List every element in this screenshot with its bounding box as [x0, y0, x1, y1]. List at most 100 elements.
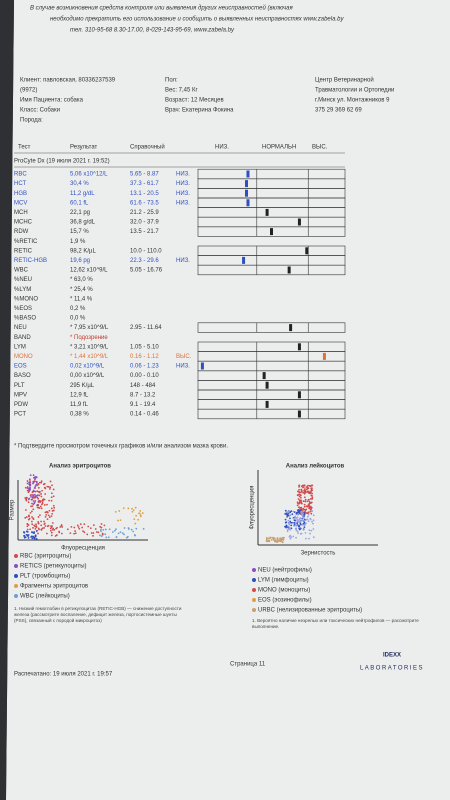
- scatter-dot: [32, 500, 35, 502]
- clinic-info: г.Минск ул. Монтажников 9: [315, 98, 390, 104]
- scatter-dot: [298, 495, 301, 498]
- scatter-dot: [307, 511, 310, 514]
- scatter-dot: [300, 491, 302, 494]
- scatter-dot: [299, 522, 302, 525]
- scatter-dot: [32, 490, 35, 493]
- reference-range: 5.05 - 16.76: [130, 268, 163, 274]
- scatter-dot: [23, 535, 26, 537]
- scatter-dot: [273, 537, 276, 540]
- range-marker: [200, 362, 204, 370]
- logo: IDEXX: [383, 653, 401, 659]
- range-marker: [297, 218, 301, 226]
- test-result: 19,6 pg: [70, 258, 90, 264]
- scatter-dot: [130, 528, 133, 531]
- scatter-dot: [26, 480, 29, 482]
- scatter-dot: [25, 498, 27, 501]
- scatter-dot: [23, 531, 26, 534]
- scatter-dot: [300, 512, 303, 515]
- scatter-dot: [29, 494, 32, 497]
- scatter-dot: [298, 502, 301, 504]
- scatter-dot: [268, 540, 271, 543]
- scatter-dot: [37, 497, 40, 500]
- scatter-dot: [307, 484, 309, 487]
- scatter-dot: [27, 518, 30, 521]
- test-result: 0,38 %: [70, 412, 89, 418]
- legend-label: PLT (тромбоциты): [20, 574, 70, 580]
- test-result: 11,9 fL: [70, 402, 89, 408]
- scatter-dot: [29, 528, 32, 531]
- scatter-dot: [52, 488, 55, 491]
- scatter-dot: [30, 495, 32, 498]
- scatter-dot: [83, 523, 86, 526]
- scatter-dot: [308, 537, 310, 540]
- test-name: RETIC: [14, 248, 33, 254]
- scatter-dot: [74, 530, 77, 532]
- scatter-dot: [122, 507, 125, 510]
- scatter-dot: [95, 531, 98, 533]
- scatter-dot: [288, 523, 291, 526]
- legend-label: URBC (нелизированные эритроциты): [258, 608, 362, 614]
- scatter-dot: [307, 498, 310, 501]
- scatter-dot: [48, 516, 51, 519]
- scatter-dot: [302, 516, 305, 519]
- test-name: HCT: [14, 181, 27, 187]
- scatter-dot: [305, 505, 308, 508]
- scatter-dot: [76, 524, 79, 527]
- scatter-dot: [50, 534, 53, 537]
- range-marker: [242, 256, 246, 264]
- scatter-dot: [297, 532, 299, 534]
- reference-range: 0.06 - 1.23: [130, 364, 159, 370]
- scatter-dot: [50, 499, 53, 502]
- scatter-dot: [52, 504, 55, 507]
- scatter-dot: [50, 507, 53, 510]
- scatter-dot: [292, 524, 295, 527]
- scatter-dot: [29, 474, 32, 476]
- scatter-dot: [142, 527, 145, 530]
- scatter-dot: [117, 519, 119, 522]
- legend-label: MONO (моноциты): [258, 588, 310, 594]
- scatter-dot: [34, 485, 37, 488]
- scatter-dot: [37, 516, 40, 518]
- axis-label: Размер: [10, 499, 16, 520]
- scatter-dot: [40, 520, 43, 523]
- scatter-dot: [303, 505, 306, 508]
- scatter-dot: [308, 529, 311, 532]
- scatter-dot: [302, 509, 304, 511]
- scatter-dot: [47, 514, 50, 517]
- reference-range: 9.1 - 19.4: [130, 402, 156, 408]
- scatter-dot: [304, 498, 307, 501]
- scatter-dot: [34, 490, 37, 493]
- test-result: * 25,4 %: [70, 287, 93, 293]
- scatter-dot: [99, 534, 101, 537]
- scatter-dot: [46, 518, 49, 521]
- scatter-dot: [60, 532, 63, 535]
- test-name: MCV: [14, 200, 27, 206]
- range-box: [197, 408, 346, 420]
- scatter-dot: [38, 481, 41, 484]
- scatter-dot: [302, 500, 305, 503]
- scatter-dot: [32, 508, 35, 511]
- scatter-dot: [292, 535, 295, 538]
- scatter-dot: [24, 486, 27, 489]
- legend-label: Фрагменты эритроцитов: [20, 584, 88, 590]
- scatter-dot: [280, 538, 283, 541]
- scatter-dot: [310, 506, 313, 509]
- scatter-dot: [286, 511, 289, 514]
- scatter-dot: [25, 533, 28, 536]
- range-marker: [246, 170, 250, 178]
- scatter-dot: [298, 512, 301, 515]
- scatter-dot: [114, 510, 117, 513]
- legend-swatch: [252, 608, 256, 612]
- scatter-dot: [31, 502, 33, 505]
- test-result: 1,9 %: [70, 239, 86, 245]
- scatter-dot: [40, 507, 43, 510]
- scatter-dot: [289, 517, 291, 520]
- scatter-dot: [43, 527, 45, 529]
- scatter-dot: [52, 495, 55, 498]
- scatter-dot: [33, 531, 36, 533]
- scatter-dot: [40, 481, 43, 484]
- scatter-dot: [79, 523, 82, 525]
- scatter-dot: [51, 512, 54, 515]
- range-marker: [289, 324, 293, 332]
- scatter-dot: [309, 532, 311, 535]
